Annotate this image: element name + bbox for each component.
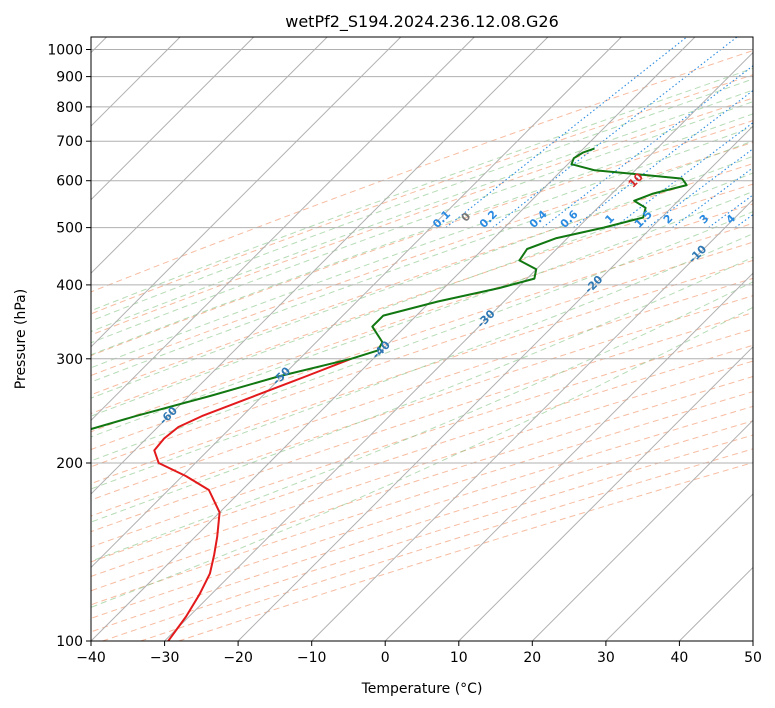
moist-adiabat-line — [91, 89, 753, 333]
x-axis: −40 −30 −20 −10 0 10 20 30 40 50 — [76, 641, 762, 666]
dry-adiabat-line — [91, 344, 753, 563]
isotherm-line — [91, 37, 255, 201]
x-tick-label: 0 — [381, 650, 390, 666]
y-tick-label: 600 — [56, 174, 83, 190]
pressure-gridlines — [91, 49, 753, 641]
x-tick-label: 10 — [450, 650, 468, 666]
plot-frame — [90, 36, 754, 642]
x-tick-label: 40 — [670, 650, 688, 666]
dry-adiabat-line — [91, 391, 753, 606]
x-tick-label: 50 — [744, 650, 762, 666]
temperature-line — [153, 357, 352, 641]
mixing-ratio-line — [647, 148, 753, 229]
y-tick-label: 700 — [56, 134, 83, 150]
isotherm-line — [531, 419, 753, 641]
dry-adiabat-line — [91, 49, 753, 293]
moist-adiabat-line — [91, 281, 753, 562]
isotherm-line — [91, 37, 402, 348]
x-tick-label: 20 — [523, 650, 541, 666]
moist-adiabat-line — [91, 256, 753, 523]
isotherm-line — [311, 198, 753, 641]
moist-adiabat-line — [91, 78, 753, 322]
y-tick-label: 400 — [56, 278, 83, 294]
moist-adiabat-line — [91, 172, 753, 417]
x-tick-label: −30 — [150, 650, 180, 666]
x-axis-label: Temperature (°C) — [361, 681, 483, 697]
plot-area: -100-90-80-70-60-50-40-30-20-100.10.20.4… — [91, 37, 753, 641]
dry-adiabat-line — [91, 360, 753, 577]
x-tick-label: −20 — [223, 650, 253, 666]
isotherm-line — [91, 37, 475, 422]
profile-series — [91, 147, 688, 641]
mixing-ratio-line — [445, 37, 688, 229]
y-tick-label: 900 — [56, 70, 83, 86]
dry-adiabat-line — [91, 183, 753, 415]
chart-title: wetPf2_S194.2024.236.12.08.G26 — [285, 12, 559, 32]
isotherm-line — [164, 51, 753, 641]
dewpoint-line — [91, 147, 688, 431]
dry-adiabat-line — [91, 375, 753, 592]
mixing-ratio-line — [542, 65, 753, 229]
y-tick-label: 500 — [56, 221, 83, 237]
isotherm-line — [91, 37, 696, 641]
y-tick-label: 100 — [56, 634, 83, 650]
y-tick-label: 300 — [56, 352, 83, 368]
isotherm-line — [91, 37, 622, 569]
isotherm-line — [237, 125, 753, 641]
moist-adiabat-line — [91, 233, 753, 490]
isotherm-line — [605, 493, 753, 641]
mixing-ratio-line — [573, 89, 753, 229]
mixing-ratio-lines — [445, 37, 753, 229]
isotherm-line — [91, 37, 549, 495]
y-tick-label: 200 — [56, 456, 83, 472]
isotherm-line — [91, 37, 328, 274]
moist-adiabat-line — [91, 211, 753, 462]
dry-adiabat-line — [91, 241, 753, 468]
y-axis: 100 200 300 400 500 600 700 800 900 1000 — [47, 43, 91, 650]
x-tick-label: −10 — [297, 650, 327, 666]
dry-adiabat-line — [91, 141, 753, 377]
moist-adiabat-line — [91, 67, 753, 312]
moist-adiabat-line — [91, 140, 753, 383]
isotherm-line — [458, 346, 753, 641]
mixing-ratio-line — [672, 167, 753, 229]
x-tick-label: −40 — [76, 650, 106, 666]
y-tick-label: 800 — [56, 100, 83, 116]
y-tick-label: 1000 — [47, 43, 83, 59]
moist-adiabat-line — [91, 126, 753, 369]
isotherms — [91, 37, 753, 641]
isotherm-line — [384, 272, 753, 641]
dry-adiabat-line — [91, 74, 753, 315]
dry-adiabat-line — [91, 222, 753, 451]
y-axis-label: Pressure (hPa) — [13, 289, 29, 389]
x-tick-label: 30 — [597, 650, 615, 666]
moist-adiabat-line — [91, 113, 753, 356]
dry-adiabat-line — [91, 203, 753, 433]
